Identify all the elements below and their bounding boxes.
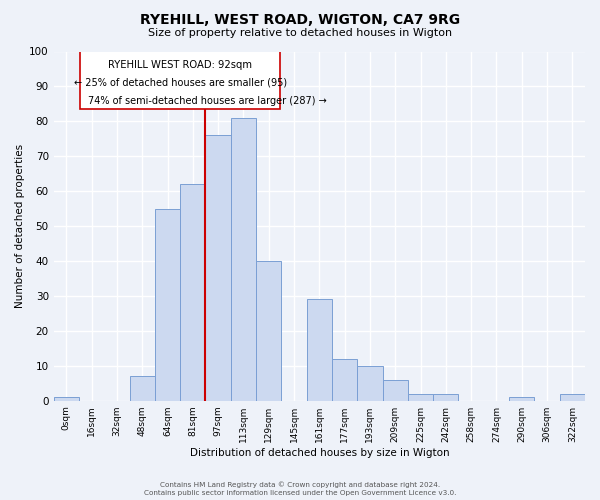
- Bar: [560, 394, 585, 400]
- Text: Contains public sector information licensed under the Open Government Licence v3: Contains public sector information licen…: [144, 490, 456, 496]
- Bar: [509, 397, 535, 400]
- Bar: [130, 376, 155, 400]
- Text: Contains HM Land Registry data © Crown copyright and database right 2024.: Contains HM Land Registry data © Crown c…: [160, 481, 440, 488]
- Bar: [408, 394, 433, 400]
- Text: 74% of semi-detached houses are larger (287) →: 74% of semi-detached houses are larger (…: [88, 96, 326, 106]
- Text: Size of property relative to detached houses in Wigton: Size of property relative to detached ho…: [148, 28, 452, 38]
- Bar: [231, 118, 256, 401]
- Bar: [205, 136, 231, 400]
- X-axis label: Distribution of detached houses by size in Wigton: Distribution of detached houses by size …: [190, 448, 449, 458]
- Text: RYEHILL, WEST ROAD, WIGTON, CA7 9RG: RYEHILL, WEST ROAD, WIGTON, CA7 9RG: [140, 12, 460, 26]
- FancyBboxPatch shape: [80, 52, 280, 109]
- Text: ← 25% of detached houses are smaller (95): ← 25% of detached houses are smaller (95…: [74, 78, 287, 88]
- Bar: [383, 380, 408, 400]
- Text: RYEHILL WEST ROAD: 92sqm: RYEHILL WEST ROAD: 92sqm: [108, 60, 252, 70]
- Bar: [332, 359, 357, 401]
- Bar: [256, 261, 281, 400]
- Bar: [180, 184, 205, 400]
- Bar: [433, 394, 458, 400]
- Bar: [155, 208, 180, 400]
- Bar: [53, 397, 79, 400]
- Bar: [307, 300, 332, 400]
- Y-axis label: Number of detached properties: Number of detached properties: [15, 144, 25, 308]
- Bar: [357, 366, 383, 400]
